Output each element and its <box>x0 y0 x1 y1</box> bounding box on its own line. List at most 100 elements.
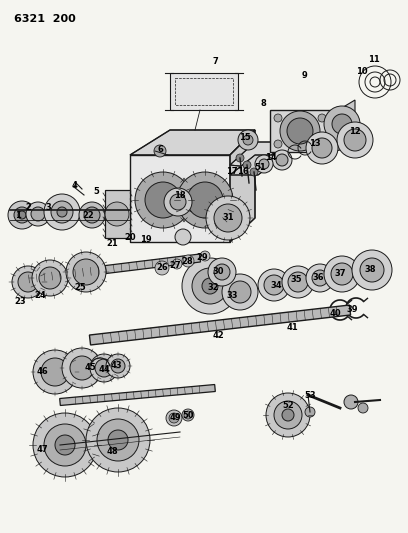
Text: 28: 28 <box>181 257 193 266</box>
Text: 51: 51 <box>254 164 266 173</box>
Text: 26: 26 <box>156 263 168 272</box>
Text: 12: 12 <box>349 127 361 136</box>
Circle shape <box>145 182 181 218</box>
Circle shape <box>280 111 320 151</box>
Circle shape <box>344 129 366 151</box>
Circle shape <box>182 258 238 314</box>
Text: 33: 33 <box>226 292 238 301</box>
Circle shape <box>324 256 360 292</box>
Circle shape <box>14 207 30 223</box>
Text: 31: 31 <box>222 214 234 222</box>
Circle shape <box>214 204 242 232</box>
Text: 45: 45 <box>84 362 96 372</box>
Text: 38: 38 <box>364 265 376 274</box>
Polygon shape <box>230 130 255 242</box>
Text: 44: 44 <box>98 366 110 375</box>
Text: 17: 17 <box>226 167 238 176</box>
Circle shape <box>97 419 139 461</box>
Text: 29: 29 <box>196 254 208 262</box>
Circle shape <box>73 259 99 285</box>
Circle shape <box>57 207 67 217</box>
Text: 41: 41 <box>286 324 298 333</box>
Circle shape <box>337 122 373 158</box>
Circle shape <box>318 140 326 148</box>
Text: 32: 32 <box>207 284 219 293</box>
Circle shape <box>62 348 102 388</box>
Text: 37: 37 <box>334 269 346 278</box>
Circle shape <box>274 114 282 122</box>
Text: 4: 4 <box>71 182 77 190</box>
Text: 11: 11 <box>368 55 380 64</box>
Circle shape <box>208 258 236 286</box>
Circle shape <box>243 161 251 169</box>
Circle shape <box>86 408 150 472</box>
Circle shape <box>306 264 334 292</box>
Circle shape <box>154 145 166 157</box>
Circle shape <box>282 409 294 421</box>
Circle shape <box>111 359 125 373</box>
Circle shape <box>200 251 210 261</box>
Circle shape <box>358 403 368 413</box>
Circle shape <box>164 188 192 216</box>
Circle shape <box>236 154 244 162</box>
Circle shape <box>274 140 282 148</box>
Circle shape <box>331 263 353 285</box>
Text: 34: 34 <box>270 280 282 289</box>
Circle shape <box>288 272 308 292</box>
Polygon shape <box>330 100 355 152</box>
Text: 24: 24 <box>34 290 46 300</box>
Circle shape <box>255 155 273 173</box>
Text: 7: 7 <box>212 58 218 67</box>
Circle shape <box>344 395 358 409</box>
Text: 2: 2 <box>25 204 31 213</box>
Text: 9: 9 <box>302 70 308 79</box>
Circle shape <box>229 281 251 303</box>
Text: 20: 20 <box>124 233 136 243</box>
Circle shape <box>12 266 44 298</box>
Circle shape <box>192 268 228 304</box>
Text: 47: 47 <box>36 446 48 455</box>
Circle shape <box>360 258 384 282</box>
Circle shape <box>312 138 332 158</box>
Circle shape <box>264 275 284 295</box>
Circle shape <box>187 182 223 218</box>
Circle shape <box>170 194 186 210</box>
Circle shape <box>18 211 26 219</box>
Circle shape <box>33 350 77 394</box>
Circle shape <box>79 202 105 228</box>
Circle shape <box>172 259 182 269</box>
Circle shape <box>206 196 250 240</box>
Text: 22: 22 <box>82 212 94 221</box>
Text: 8: 8 <box>260 99 266 108</box>
Text: 16: 16 <box>237 167 249 176</box>
Text: 21: 21 <box>106 239 118 248</box>
Circle shape <box>70 356 94 380</box>
Text: 27: 27 <box>169 261 181 270</box>
Text: 39: 39 <box>346 305 358 314</box>
Circle shape <box>182 255 194 267</box>
Circle shape <box>135 172 191 228</box>
Circle shape <box>55 435 75 455</box>
Text: 19: 19 <box>140 236 152 245</box>
Text: 40: 40 <box>329 310 341 319</box>
Circle shape <box>155 261 169 275</box>
Circle shape <box>166 410 182 426</box>
Polygon shape <box>60 384 215 406</box>
Text: 46: 46 <box>36 367 48 376</box>
Text: 48: 48 <box>106 448 118 456</box>
Circle shape <box>305 407 315 417</box>
Circle shape <box>44 424 86 466</box>
Polygon shape <box>20 254 200 284</box>
Polygon shape <box>230 155 285 175</box>
Circle shape <box>282 266 314 298</box>
Circle shape <box>258 269 290 301</box>
Polygon shape <box>230 142 285 168</box>
Circle shape <box>214 264 230 280</box>
Circle shape <box>8 201 36 229</box>
Circle shape <box>44 194 80 230</box>
Circle shape <box>202 278 218 294</box>
Circle shape <box>243 135 253 145</box>
Circle shape <box>324 106 360 142</box>
Text: 52: 52 <box>282 400 294 409</box>
Text: 6: 6 <box>157 146 163 155</box>
